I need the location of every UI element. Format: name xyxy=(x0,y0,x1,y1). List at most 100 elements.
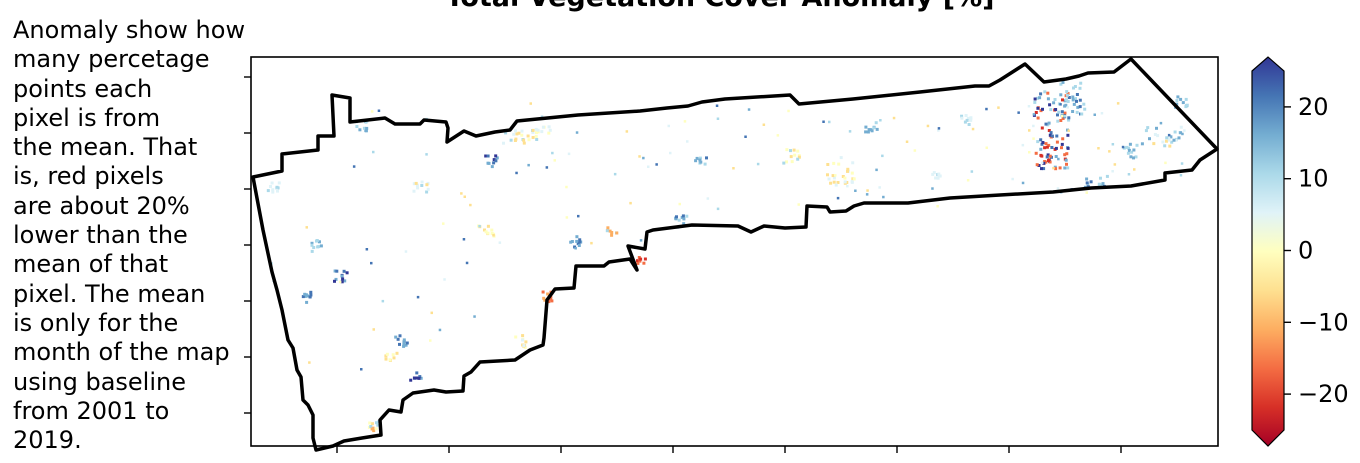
anomaly-pixel xyxy=(575,239,579,243)
anomaly-pixel xyxy=(405,341,409,345)
colorbar-tick-label: 10 xyxy=(1298,165,1329,193)
anomaly-pixel xyxy=(699,160,703,164)
anomaly-pixel xyxy=(1065,152,1069,156)
anomaly-pixel xyxy=(370,427,374,431)
anomaly-pixel xyxy=(931,172,935,176)
anomaly-pixel xyxy=(850,171,854,175)
anomaly-pixel xyxy=(384,357,388,361)
anomaly-pixel xyxy=(275,185,279,189)
anomaly-pixel xyxy=(1072,86,1075,90)
anomaly-pixel xyxy=(1180,162,1184,165)
anomaly-pixel xyxy=(1075,93,1079,96)
anomaly-pixel xyxy=(1066,146,1070,150)
anomaly-pixel xyxy=(1079,81,1083,85)
anomaly-pixel xyxy=(1111,143,1115,146)
anomaly-pixel xyxy=(412,376,416,380)
anomaly-pixel xyxy=(1054,108,1058,111)
anomaly-pixel xyxy=(565,216,569,219)
anomaly-pixel xyxy=(1089,180,1093,184)
anomaly-pixel xyxy=(677,218,681,222)
anomaly-pixel xyxy=(551,151,554,155)
anomaly-pixel xyxy=(703,162,707,166)
anomaly-pixel xyxy=(1059,103,1062,106)
anomaly-pixel xyxy=(370,110,374,113)
anomaly-pixel xyxy=(793,153,797,157)
anomaly-pixel xyxy=(936,176,940,180)
anomaly-pixel xyxy=(412,182,416,186)
anomaly-pixel xyxy=(1041,141,1045,144)
anomaly-pixel xyxy=(1043,160,1047,163)
note-line: pixel. The mean xyxy=(13,279,206,308)
anomaly-pixel xyxy=(1045,155,1049,159)
anomaly-pixel xyxy=(797,155,801,159)
anomaly-pixel xyxy=(1086,183,1090,187)
anomaly-pixel xyxy=(310,249,314,253)
anomaly-pixel xyxy=(694,159,698,163)
anomaly-pixel xyxy=(682,222,686,226)
anomaly-pixel xyxy=(341,277,345,281)
anomaly-pixel xyxy=(514,137,518,141)
anomaly-pixel xyxy=(615,231,619,235)
anomaly-pixel xyxy=(522,138,526,142)
anomaly-pixel xyxy=(826,173,829,177)
anomaly-pixel xyxy=(547,125,551,129)
anomaly-pixel xyxy=(1063,111,1067,115)
anomaly-pixel-layer xyxy=(266,80,1189,433)
anomaly-pixel xyxy=(495,156,499,160)
anomaly-pixel xyxy=(1041,107,1044,111)
anomaly-pixel xyxy=(492,161,496,165)
colorbar-ticks: 20 10 0 −10 −20 xyxy=(1284,93,1349,408)
note-line: the mean. That xyxy=(13,133,198,162)
anomaly-pixel xyxy=(425,183,429,187)
anomaly-pixel xyxy=(310,241,314,245)
anomaly-pixel xyxy=(460,192,463,195)
anomaly-pixel xyxy=(1045,145,1049,149)
region-boundary xyxy=(251,57,1219,452)
anomaly-pixel xyxy=(569,240,573,244)
anomaly-pixel xyxy=(685,214,689,218)
anomaly-pixel xyxy=(526,134,530,138)
anomaly-pixel xyxy=(715,104,719,107)
anomaly-pixel xyxy=(776,134,780,137)
anomaly-pixel xyxy=(369,425,373,428)
anomaly-pixel xyxy=(486,231,490,235)
anomaly-pixel xyxy=(1184,97,1188,101)
anomaly-pixel xyxy=(892,116,896,120)
anomaly-pixel xyxy=(1144,129,1148,133)
anomaly-pixel xyxy=(575,131,579,134)
anomaly-pixel xyxy=(1059,82,1063,86)
anomaly-pixel xyxy=(374,427,378,431)
anomaly-pixel xyxy=(515,171,518,175)
anomaly-pixel xyxy=(494,154,498,158)
anomaly-pixel xyxy=(1038,96,1042,100)
anomaly-pixel xyxy=(1066,166,1070,170)
anomaly-pixel xyxy=(822,120,825,123)
map-title: Total Vegetation Cover Anomaly [%] xyxy=(340,0,1100,13)
anomaly-pixel xyxy=(826,163,830,166)
anomaly-pixel xyxy=(494,159,498,163)
anomaly-pixel xyxy=(524,340,528,344)
anomaly-pixel xyxy=(1049,131,1053,135)
anomaly-pixel xyxy=(575,235,579,239)
anomaly-pixel xyxy=(318,240,321,244)
anomaly-pixel xyxy=(1043,146,1047,150)
anomaly-pixel xyxy=(1036,106,1040,110)
anomaly-pixel xyxy=(864,130,868,134)
anomaly-pixel xyxy=(333,279,336,283)
anomaly-pixel xyxy=(965,118,969,122)
anomaly-pixel xyxy=(1046,153,1050,157)
anomaly-pixel xyxy=(936,205,939,208)
anomaly-pixel xyxy=(985,107,988,111)
anomaly-pixel xyxy=(271,188,275,192)
anomaly-pixel xyxy=(1021,143,1025,147)
anomaly-pixel xyxy=(462,238,466,241)
anomaly-pixel xyxy=(1065,162,1068,166)
anomaly-pixel xyxy=(1034,151,1038,155)
anomaly-pixel xyxy=(490,228,494,232)
anomaly-pixel xyxy=(409,378,413,382)
anomaly-pixel xyxy=(1060,110,1064,114)
anomaly-pixel xyxy=(905,140,909,143)
anomaly-pixel xyxy=(1175,99,1179,103)
anomaly-pixel xyxy=(270,181,274,185)
anomaly-pixel xyxy=(1032,113,1036,116)
